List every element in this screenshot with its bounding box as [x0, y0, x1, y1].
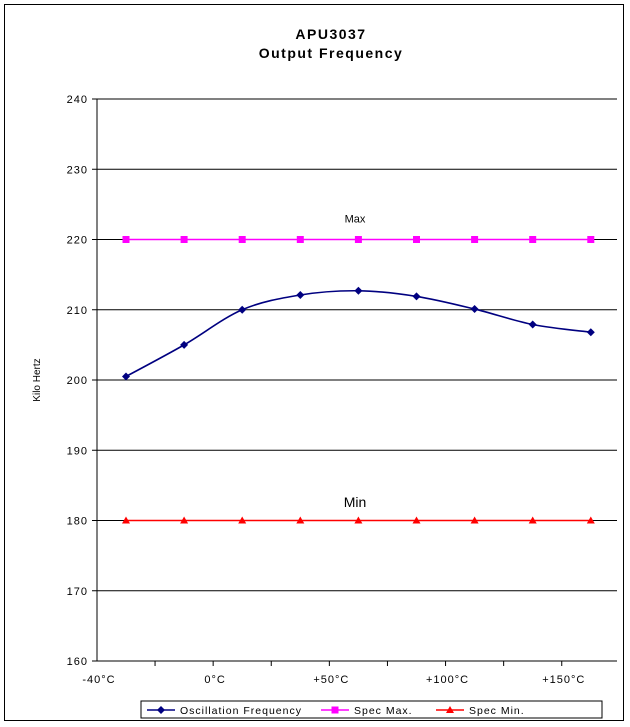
series-2-point-5: [412, 516, 421, 524]
grid-layer: [97, 98, 617, 592]
series-2: [122, 516, 595, 524]
y-tick-label-210: 210: [67, 305, 88, 317]
series-1-point-6: [471, 236, 479, 243]
series-layer: [122, 236, 595, 524]
y-tick-label-170: 170: [67, 586, 88, 598]
y-tick-label-230: 230: [67, 164, 88, 176]
legend-marker-1: [331, 706, 339, 714]
x-tick-label-1: 0°C: [204, 674, 225, 686]
legend-label-2: Spec Min.: [469, 705, 525, 717]
series-1-point-3: [296, 236, 304, 243]
chart-title-line2: Output Frequency: [259, 45, 404, 61]
x-tick-label-3: +100°C: [426, 674, 469, 686]
legend-box: [140, 700, 603, 719]
series-0-point-7: [528, 320, 537, 329]
y-tick-label-180: 180: [67, 516, 88, 528]
series-2-point-0: [122, 516, 130, 524]
series-2-point-7: [528, 516, 537, 524]
y-tick-label-240: 240: [67, 94, 88, 106]
legend-label-0: Oscillation Frequency: [180, 705, 302, 717]
x-tick-label-4: +150°C: [542, 674, 585, 686]
series-0-point-8: [586, 328, 595, 337]
y-tick-label-200: 200: [67, 375, 88, 387]
series-2-point-6: [470, 516, 479, 524]
series-0-point-4: [354, 286, 363, 295]
y-tick-label-160: 160: [67, 656, 88, 668]
y-tick-label-190: 190: [67, 445, 88, 457]
series-0-point-0: [122, 372, 130, 381]
series-1-point-1: [180, 236, 188, 243]
series-0-point-2: [238, 305, 247, 314]
series-1-point-8: [587, 236, 595, 243]
series-1-point-5: [413, 236, 420, 243]
series-1-point-4: [354, 236, 362, 243]
annotation-min: Min: [344, 494, 367, 510]
series-2-point-4: [354, 516, 363, 524]
series-1-point-7: [529, 236, 537, 243]
series-2-point-2: [238, 516, 247, 524]
series-2-point-1: [180, 516, 189, 524]
series-1: [122, 236, 595, 243]
legend-label-1: Spec Max.: [354, 705, 413, 717]
annotation-layer: Max Min: [344, 213, 367, 510]
legend: Oscillation Frequency Spec Max. Spec Min.: [140, 700, 603, 719]
axis-layer: 160 170 180 190 200 210 220 230 240 -40°C 0°C +50°C…: [67, 94, 617, 686]
series-2-point-3: [296, 516, 305, 524]
series-0: [122, 286, 595, 381]
chart-title-line1: APU3037: [295, 26, 366, 42]
series-1-point-0: [122, 236, 130, 243]
x-tick-label-0: -40°C: [82, 674, 115, 686]
legend-marker-0: [157, 706, 165, 714]
series-0-point-3: [296, 290, 305, 299]
legend-marker-2: [446, 706, 454, 713]
annotation-max: Max: [345, 213, 366, 225]
series-2-point-8: [586, 516, 595, 524]
y-axis-label: Kilo Hertz: [32, 358, 43, 401]
series-0-point-5: [412, 292, 421, 301]
series-1-point-2: [238, 236, 246, 243]
y-tick-label-220: 220: [67, 235, 88, 247]
x-tick-label-2: +50°C: [313, 674, 349, 686]
chart-frame: [4, 4, 624, 721]
series-0-point-6: [470, 305, 479, 314]
series-0-point-1: [180, 340, 189, 349]
series-line-0: [125, 289, 591, 378]
